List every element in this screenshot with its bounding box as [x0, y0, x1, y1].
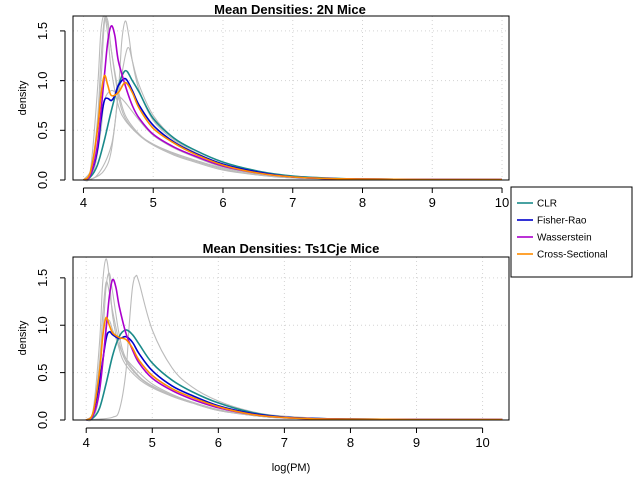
series-individual-gray: [86, 274, 503, 421]
legend-box: [510, 186, 633, 278]
x-tick-label: 7: [289, 195, 296, 210]
x-tick-label: 5: [149, 435, 156, 450]
y-tick-label: 0.0: [35, 171, 50, 189]
y-tick-label: 0.5: [35, 121, 50, 139]
x-tick-label: 6: [219, 195, 226, 210]
x-tick-label: 7: [281, 435, 288, 450]
chart-panel-ts1cje: Mean Densities: Ts1Cje Mice density 4 5 6 7…: [17, 241, 510, 450]
density-curves: [82, 15, 503, 182]
x-tick-label: 4: [83, 435, 90, 450]
legend-label: CLR: [537, 199, 557, 210]
x-tick-label: 4: [80, 195, 87, 210]
legend-label: Fisher-Rao: [537, 216, 587, 227]
x-axis-label: log(PM): [272, 462, 311, 474]
x-tick-label: 8: [347, 435, 354, 450]
plot-frame: [72, 256, 510, 421]
series-cross-sectional: [85, 316, 503, 421]
x-tick-label: 9: [413, 435, 420, 450]
y-tick-label: 0.0: [35, 411, 50, 429]
series-individual-gray: [85, 272, 503, 421]
x-tick-label: 10: [475, 435, 489, 450]
density-curves: [85, 258, 503, 422]
series-individual-gray: [85, 281, 503, 422]
series-individual-gray: [83, 15, 503, 181]
chart-title: Mean Densities: 2N Mice: [214, 2, 366, 17]
x-tick-label: 8: [359, 195, 366, 210]
series-individual-gray: [85, 258, 503, 422]
y-axis-label: density: [17, 320, 29, 355]
legend: CLR Fisher-Rao Wasserstein Cross-Sectional: [510, 186, 633, 278]
x-axis: 4 5 6 7 8 9 10: [80, 187, 509, 210]
y-tick-label: 1.5: [35, 22, 50, 40]
chart-panel-2n: Mean Densities: 2N Mice density 4 5 6 7 8 9 10…: [17, 2, 510, 210]
y-tick-label: 1.5: [35, 269, 50, 287]
y-tick-label: 1.0: [35, 316, 50, 334]
x-axis: 4 5 6 7 8 9 10: [83, 427, 490, 450]
plot-frame: [72, 15, 510, 181]
legend-label: Wasserstein: [537, 233, 592, 244]
chart-title: Mean Densities: Ts1Cje Mice: [203, 241, 380, 256]
series-cross-sectional: [82, 74, 503, 181]
x-tick-label: 6: [215, 435, 222, 450]
y-tick-label: 0.5: [35, 364, 50, 382]
legend-label: Cross-Sectional: [537, 250, 608, 261]
series-individual-gray: [85, 319, 503, 421]
y-axis: 0.0 0.5 1.0 1.5: [35, 22, 66, 189]
series-wasserstein: [85, 278, 503, 421]
series-clr: [83, 69, 503, 181]
grid: [73, 16, 509, 181]
series-individual-gray: [83, 89, 503, 181]
x-tick-label: 9: [429, 195, 436, 210]
x-tick-label: 5: [150, 195, 157, 210]
y-axis-label: density: [17, 80, 29, 115]
x-tick-label: 10: [495, 195, 509, 210]
y-tick-label: 1.0: [35, 72, 50, 90]
y-axis: 0.0 0.5 1.0 1.5: [35, 269, 66, 429]
